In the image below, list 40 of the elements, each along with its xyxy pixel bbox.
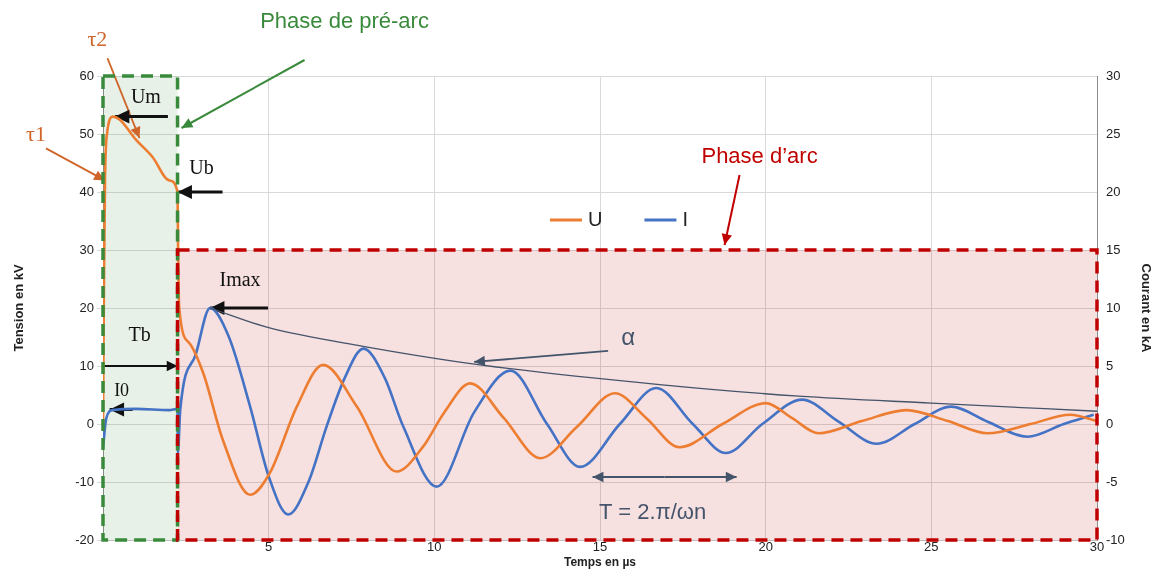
x-tick-label: 20 (758, 539, 773, 555)
annotation: Imax (219, 268, 261, 291)
y-tick-label: 60 (79, 67, 94, 83)
y2-tick-label: 30 (1106, 67, 1121, 83)
x-tick-label: 25 (924, 539, 939, 555)
annotation: Tb (128, 323, 151, 346)
x-tick-label: 10 (427, 539, 442, 555)
x-tick-label: 30 (1089, 539, 1105, 555)
y-tick-label: 50 (79, 125, 94, 141)
legend-label: I (682, 207, 689, 230)
annotation: Um (130, 84, 162, 107)
y2-tick-label: -10 (1106, 531, 1125, 547)
y2-tick-label: -5 (1106, 473, 1118, 489)
y2-tick-label: 15 (1106, 241, 1121, 257)
y2-tick-label: 25 (1106, 125, 1121, 141)
legend-label: U (588, 207, 603, 230)
y-tick-label: 40 (79, 183, 94, 199)
annotation: Ub (189, 156, 214, 179)
y-tick-label: 10 (79, 357, 94, 373)
y-tick-label: 20 (79, 299, 94, 315)
y2-tick-label: 10 (1106, 299, 1121, 315)
y2-axis-title: Courant en kA (1138, 263, 1154, 354)
annotation: I0 (114, 380, 130, 401)
band-label: Phase de pré-arc (260, 8, 429, 34)
y-axis-title: Tension en kV (11, 264, 27, 352)
y-tick-label: 0 (86, 415, 94, 431)
annotation: α (621, 322, 636, 350)
y2-tick-label: 20 (1106, 183, 1121, 199)
y-tick-label: 30 (79, 241, 94, 257)
y2-tick-label: 5 (1106, 357, 1114, 373)
y-tick-label: -20 (75, 531, 94, 547)
annotation: T = 2.π/ωn (599, 499, 707, 525)
x-tick-label: 5 (265, 539, 273, 555)
y2-tick-label: 0 (1106, 415, 1114, 431)
band-label: Phase d’arc (701, 143, 818, 169)
annotation: τ2 (87, 25, 108, 51)
x-axis-title: Temps en µs (563, 555, 637, 570)
x-tick-label: 15 (592, 539, 608, 555)
y-tick-label: -10 (75, 473, 94, 489)
annotation: τ1 (26, 121, 46, 147)
